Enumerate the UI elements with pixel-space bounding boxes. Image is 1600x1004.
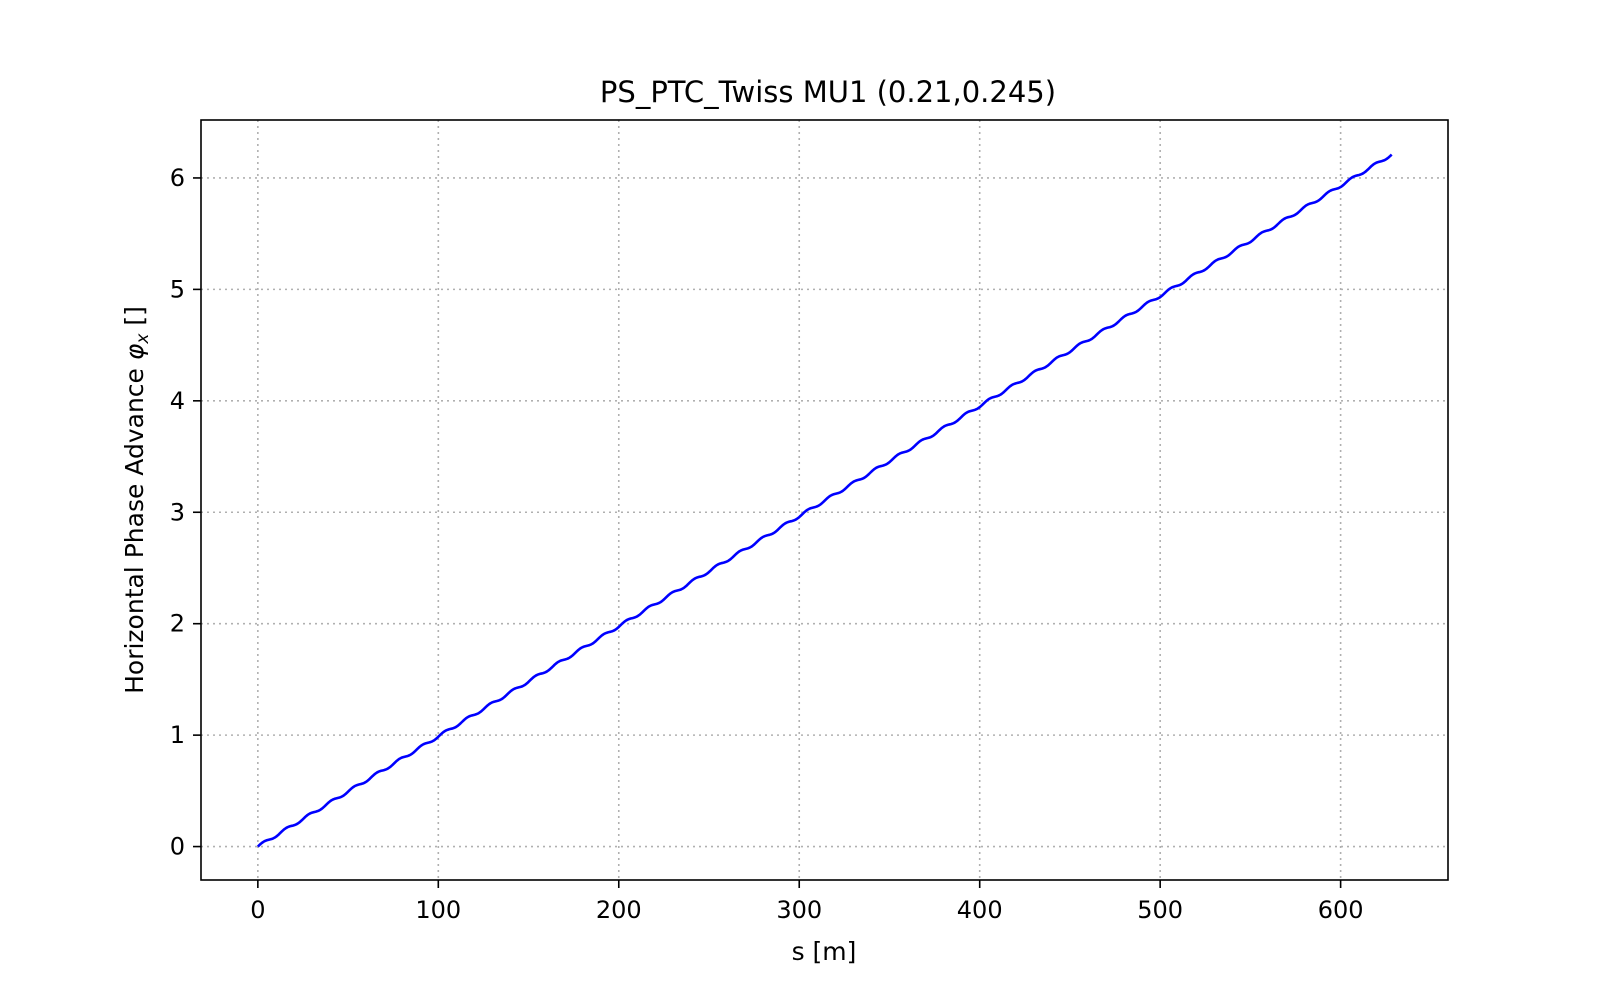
- x-tick-label: 0: [250, 896, 265, 924]
- x-tick-label: 500: [1137, 896, 1183, 924]
- x-tick-label: 200: [596, 896, 642, 924]
- y-tick-label: 5: [170, 275, 185, 303]
- y-tick-label: 6: [170, 164, 185, 192]
- y-tick-label: 0: [170, 833, 185, 861]
- y-ticks: 0 1 2 3 4 5 6: [170, 164, 201, 861]
- x-tick-label: 600: [1318, 896, 1364, 924]
- x-axis-label: s [m]: [792, 937, 857, 966]
- chart-title: PS_PTC_Twiss MU1 (0.21,0.245): [600, 75, 1056, 109]
- y-tick-label: 4: [170, 387, 185, 415]
- x-tick-label: 100: [415, 896, 461, 924]
- y-axis-label-text: Horizontal Phase Advance: [120, 368, 149, 694]
- x-tick-label: 300: [776, 896, 822, 924]
- plot-frame: [200, 119, 1449, 881]
- y-tick-label: 1: [170, 721, 185, 749]
- x-ticks: 0 100 200 300 400 500 600: [250, 880, 1364, 924]
- y-axis-label-subscript: x: [133, 333, 153, 345]
- x-tick-label: 400: [957, 896, 1003, 924]
- y-tick-label: 3: [170, 498, 185, 526]
- y-tick-label: 2: [170, 610, 185, 638]
- phase-advance-line-0: [256, 153, 1393, 848]
- y-axis-label-symbol: φ: [120, 343, 149, 360]
- data-line-group: [256, 153, 1393, 848]
- grid-lines: [201, 120, 1448, 880]
- y-axis-label-unit: []: [120, 306, 149, 326]
- y-axis-label: Horizontal Phase Advance φx []: [120, 306, 153, 694]
